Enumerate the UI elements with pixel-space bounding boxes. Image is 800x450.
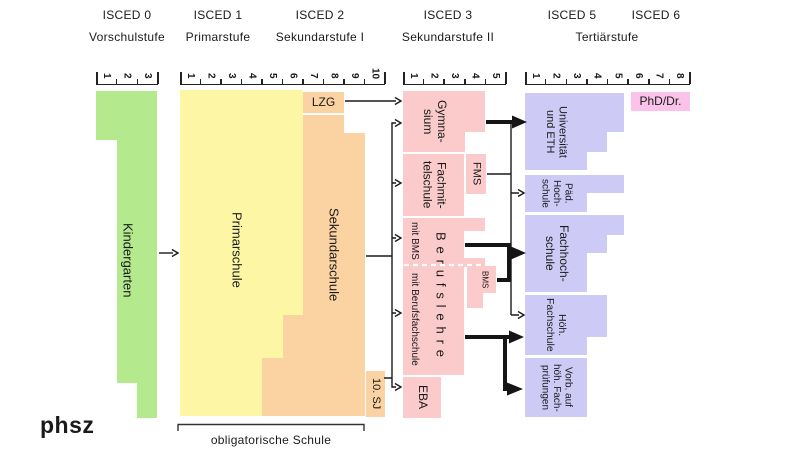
label-mit-bms: mit BMS bbox=[408, 221, 420, 260]
header-isced3: ISCED 3 bbox=[423, 8, 473, 22]
block-berufslehre-ext-mid bbox=[464, 258, 485, 267]
label-gymnasium: Gymna-sium bbox=[421, 100, 449, 143]
header-vorschulstufe: Vorschulstufe bbox=[89, 30, 165, 44]
block-sekundarschule-col5 bbox=[262, 358, 283, 416]
block-universitaet bbox=[525, 93, 587, 170]
scale-year-4: 4 bbox=[242, 57, 263, 84]
block-sekundarschule-col9 bbox=[344, 133, 365, 416]
scale-year-5: 5 bbox=[485, 57, 507, 84]
label-berufslehre: Berufslehre bbox=[433, 231, 449, 363]
block-10-sj: 10. SJ bbox=[366, 371, 385, 417]
block-fachhochschule bbox=[525, 215, 587, 292]
block-primarschule-col5 bbox=[262, 90, 283, 358]
scale-year-6: 6 bbox=[628, 57, 650, 84]
header-tertiaerstufe: Tertiärstufe bbox=[575, 30, 639, 44]
scale-year-1: 1 bbox=[525, 57, 546, 84]
scale-year-4: 4 bbox=[587, 57, 608, 84]
scale-year-3: 3 bbox=[137, 57, 159, 84]
block-kindergarten-col3 bbox=[137, 91, 157, 418]
label-vorb-fachpruefungen: Vorb. auf höh. Fach-prüfungen bbox=[539, 363, 574, 412]
scale-year-2: 2 bbox=[546, 57, 567, 84]
block-gymnasium bbox=[403, 91, 465, 152]
label-bms: BMS bbox=[480, 271, 490, 289]
scale-year-1: 1 bbox=[180, 57, 201, 84]
scale-year-1: 1 bbox=[403, 57, 424, 84]
block-fms: FMS bbox=[466, 154, 486, 194]
scale-year-5: 5 bbox=[608, 57, 629, 84]
scale-year-3: 3 bbox=[444, 57, 466, 84]
scale-year-10: 10 bbox=[365, 57, 386, 84]
header-isced6: ISCED 6 bbox=[631, 8, 681, 22]
block-phd: PhD/Dr. bbox=[631, 92, 690, 111]
label-mit-berufsfachschule: mit Berufsfachschule bbox=[408, 272, 420, 366]
scale-year-8: 8 bbox=[324, 57, 345, 84]
block-kindergarten-col1 bbox=[96, 91, 117, 140]
scale-year-8: 8 bbox=[669, 57, 691, 84]
block-hoeh-fachschule-ext bbox=[587, 295, 607, 337]
phsz-logo: phsz bbox=[40, 412, 95, 438]
label-hoeh-fachschule: Höh. Fachschule bbox=[544, 298, 569, 352]
block-paed-hochschule bbox=[525, 175, 587, 212]
header-sekundarstufe1: Sekundarstufe I bbox=[275, 30, 365, 44]
block-eba: EBA bbox=[403, 377, 441, 418]
scale-year-9: 9 bbox=[344, 57, 365, 84]
block-universitaet-ext1 bbox=[587, 93, 624, 132]
scale-year-2: 2 bbox=[424, 57, 445, 84]
block-gymnasium-ext bbox=[465, 91, 485, 132]
block-hoeh-fachschule bbox=[525, 295, 587, 355]
scale-year-7: 7 bbox=[649, 57, 670, 84]
block-bms-step bbox=[467, 293, 483, 308]
block-fachmittelschule bbox=[403, 154, 464, 216]
scale-year-2: 2 bbox=[201, 57, 222, 84]
block-primarschule-col1-4 bbox=[180, 90, 262, 416]
header-isced0: ISCED 0 bbox=[102, 8, 152, 22]
scale-year-7: 7 bbox=[303, 57, 324, 84]
label-fachhochschule: Fachhoch-schule bbox=[543, 225, 571, 282]
header-isced2: ISCED 2 bbox=[295, 8, 345, 22]
thick-arrowheads bbox=[507, 115, 527, 396]
block-berufslehre bbox=[403, 218, 464, 375]
block-fachhochschule-ext2 bbox=[587, 235, 607, 253]
scale-year-4: 4 bbox=[465, 57, 486, 84]
scale-year-3: 3 bbox=[566, 57, 588, 84]
header-isced5: ISCED 5 bbox=[547, 8, 597, 22]
scale-year-6: 6 bbox=[283, 57, 304, 84]
block-paed-hochschule-ext bbox=[587, 175, 624, 193]
obligatorische-schule-bracket bbox=[177, 423, 365, 431]
block-universitaet-ext2 bbox=[587, 132, 607, 152]
scale-year-5: 5 bbox=[262, 57, 283, 84]
obligatorische-schule-label: obligatorische Schule bbox=[210, 433, 332, 447]
block-fachhochschule-ext1 bbox=[587, 215, 624, 235]
scale-year-3: 3 bbox=[221, 57, 242, 84]
scale-year-1: 1 bbox=[96, 57, 118, 84]
block-primarschule-col6 bbox=[283, 90, 303, 315]
block-berufslehre-ext-top bbox=[464, 218, 485, 231]
label-fachmittelschule: Fachmit-telschule bbox=[420, 161, 449, 209]
scale-year-2: 2 bbox=[117, 57, 138, 84]
header-primarstufe: Primarstufe bbox=[185, 30, 251, 44]
label-universitaet: Universität und ETH bbox=[544, 105, 569, 158]
label-primarschule: Primarschule bbox=[229, 212, 245, 288]
label-kindergarten: Kindergarten bbox=[120, 222, 136, 298]
header-isced1: ISCED 1 bbox=[193, 8, 243, 22]
block-sekundarschule-col6 bbox=[283, 315, 303, 416]
block-lzg: LZG bbox=[303, 92, 344, 113]
scale-volksschule: 1 2 3 4 5 6 7 8 9 10 bbox=[180, 57, 386, 85]
header-sekundarstufe2: Sekundarstufe II bbox=[401, 30, 495, 44]
label-paed-hochschule: Päd. Hoch-schule bbox=[539, 179, 574, 208]
block-kindergarten-col2 bbox=[117, 91, 137, 383]
label-sekundarschule: Sekundarschule bbox=[326, 208, 342, 302]
block-sekundarschule-col78 bbox=[303, 115, 344, 416]
block-vorb-fachpruefungen bbox=[525, 358, 587, 417]
